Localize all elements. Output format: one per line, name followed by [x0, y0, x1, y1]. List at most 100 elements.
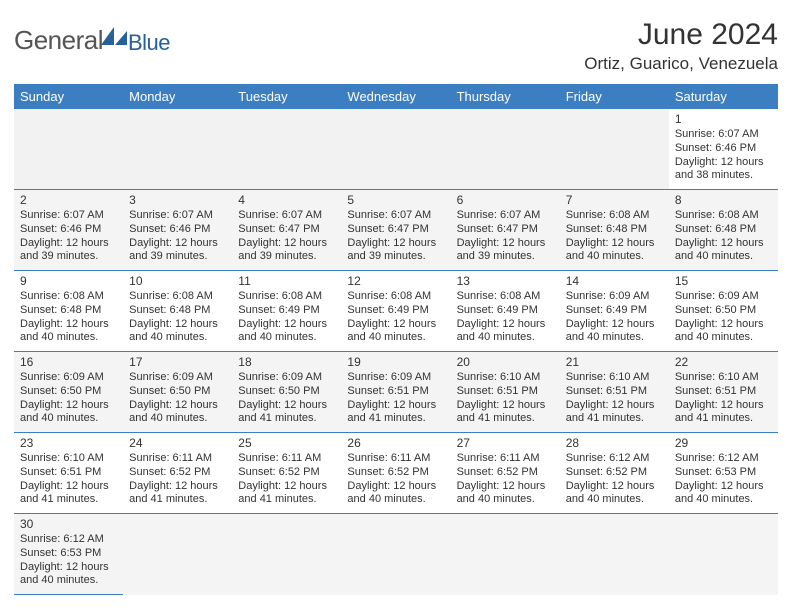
day-info-line: Daylight: 12 hours	[20, 399, 117, 413]
calendar-cell: 21Sunrise: 6:10 AMSunset: 6:51 PMDayligh…	[560, 352, 669, 433]
calendar-cell	[232, 514, 341, 595]
day-info-line: Sunrise: 6:10 AM	[566, 371, 663, 385]
calendar-cell	[341, 514, 450, 595]
location: Ortiz, Guarico, Venezuela	[584, 54, 778, 74]
calendar-cell	[560, 514, 669, 595]
calendar-cell: 26Sunrise: 6:11 AMSunset: 6:52 PMDayligh…	[341, 433, 450, 514]
day-info-line: and 39 minutes.	[457, 250, 554, 264]
day-info-line: and 41 minutes.	[566, 412, 663, 426]
day-info-line: Daylight: 12 hours	[347, 318, 444, 332]
day-number: 25	[238, 436, 335, 451]
day-info-line: and 39 minutes.	[20, 250, 117, 264]
calendar-cell: 10Sunrise: 6:08 AMSunset: 6:48 PMDayligh…	[123, 271, 232, 352]
day-number: 18	[238, 355, 335, 370]
day-info-line: Sunrise: 6:07 AM	[129, 209, 226, 223]
day-info-line: Sunrise: 6:08 AM	[20, 290, 117, 304]
day-info-line: Daylight: 12 hours	[457, 399, 554, 413]
calendar-week: 9Sunrise: 6:08 AMSunset: 6:48 PM Daylight…	[14, 271, 778, 352]
day-info-line: Daylight: 12 hours	[675, 399, 772, 413]
day-number: 9	[20, 274, 117, 289]
day-info-line: and 40 minutes.	[20, 574, 117, 588]
day-info-line: and 40 minutes.	[566, 250, 663, 264]
weekday-header: Thursday	[451, 84, 560, 109]
day-info-line: Sunset: 6:52 PM	[347, 466, 444, 480]
day-info-line: Daylight: 12 hours	[347, 237, 444, 251]
day-info-line: Daylight: 12 hours	[675, 480, 772, 494]
day-number: 6	[457, 193, 554, 208]
calendar-cell: 18Sunrise: 6:09 AMSunset: 6:50 PMDayligh…	[232, 352, 341, 433]
day-info-line: Daylight: 12 hours	[566, 480, 663, 494]
day-info-line: Sunset: 6:51 PM	[566, 385, 663, 399]
day-info-line: Sunrise: 6:08 AM	[675, 209, 772, 223]
day-info-line: Sunrise: 6:09 AM	[20, 371, 117, 385]
day-info-line: and 40 minutes.	[129, 331, 226, 345]
day-info-line: and 40 minutes.	[20, 331, 117, 345]
day-info-line: Daylight: 12 hours	[675, 156, 772, 170]
weekday-header: Friday	[560, 84, 669, 109]
day-number: 28	[566, 436, 663, 451]
day-info-line: Sunrise: 6:09 AM	[566, 290, 663, 304]
calendar-cell	[14, 109, 123, 190]
calendar-cell: 5Sunrise: 6:07 AMSunset: 6:47 PMDaylight…	[341, 190, 450, 271]
weekday-header: Tuesday	[232, 84, 341, 109]
day-info-line: and 41 minutes.	[129, 493, 226, 507]
day-number: 17	[129, 355, 226, 370]
day-number: 15	[675, 274, 772, 289]
day-info-line: Daylight: 12 hours	[566, 399, 663, 413]
calendar-cell: 20Sunrise: 6:10 AMSunset: 6:51 PMDayligh…	[451, 352, 560, 433]
day-info-line: and 40 minutes.	[238, 331, 335, 345]
calendar-cell: 13Sunrise: 6:08 AMSunset: 6:49 PMDayligh…	[451, 271, 560, 352]
day-number: 27	[457, 436, 554, 451]
day-info-line: Daylight: 12 hours	[347, 480, 444, 494]
day-info-line: and 40 minutes.	[675, 493, 772, 507]
day-info-line: Sunset: 6:48 PM	[20, 304, 117, 318]
calendar-cell	[341, 109, 450, 190]
day-info-line: Sunrise: 6:11 AM	[347, 452, 444, 466]
day-info-line: Sunset: 6:49 PM	[457, 304, 554, 318]
day-number: 26	[347, 436, 444, 451]
day-info-line: Sunset: 6:52 PM	[238, 466, 335, 480]
calendar-cell: 6Sunrise: 6:07 AMSunset: 6:47 PMDaylight…	[451, 190, 560, 271]
day-info-line: Sunrise: 6:10 AM	[675, 371, 772, 385]
day-number: 20	[457, 355, 554, 370]
calendar-cell	[123, 109, 232, 190]
calendar-table: Sunday Monday Tuesday Wednesday Thursday…	[14, 84, 778, 595]
day-info-line: Daylight: 12 hours	[129, 237, 226, 251]
day-info-line: Daylight: 12 hours	[238, 480, 335, 494]
logo-text-general: General	[14, 25, 103, 56]
weekday-header: Saturday	[669, 84, 778, 109]
day-info-line: Sunset: 6:46 PM	[675, 142, 772, 156]
day-info-line: Sunset: 6:52 PM	[457, 466, 554, 480]
day-info-line: and 41 minutes.	[457, 412, 554, 426]
calendar-cell: 2Sunrise: 6:07 AMSunset: 6:46 PMDaylight…	[14, 190, 123, 271]
day-info-line: and 40 minutes.	[566, 493, 663, 507]
calendar-cell: 22Sunrise: 6:10 AMSunset: 6:51 PMDayligh…	[669, 352, 778, 433]
day-info-line: Sunset: 6:49 PM	[347, 304, 444, 318]
calendar-cell: 15Sunrise: 6:09 AMSunset: 6:50 PMDayligh…	[669, 271, 778, 352]
day-info-line: Sunrise: 6:10 AM	[20, 452, 117, 466]
day-info-line: and 41 minutes.	[238, 412, 335, 426]
page: General Blue June 2024 Ortiz, Guarico, V…	[0, 0, 792, 612]
day-info-line: and 39 minutes.	[238, 250, 335, 264]
day-number: 29	[675, 436, 772, 451]
day-info-line: Daylight: 12 hours	[20, 561, 117, 575]
day-number: 7	[566, 193, 663, 208]
day-info-line: Sunset: 6:51 PM	[20, 466, 117, 480]
day-info-line: Sunset: 6:48 PM	[675, 223, 772, 237]
day-info-line: Sunrise: 6:12 AM	[675, 452, 772, 466]
day-info-line: Sunset: 6:47 PM	[347, 223, 444, 237]
weekday-header: Monday	[123, 84, 232, 109]
calendar-cell: 30Sunrise: 6:12 AMSunset: 6:53 PMDayligh…	[14, 514, 123, 595]
weekday-header: Wednesday	[341, 84, 450, 109]
day-info-line: Sunset: 6:49 PM	[238, 304, 335, 318]
title-block: June 2024 Ortiz, Guarico, Venezuela	[584, 18, 778, 74]
calendar-cell: 11Sunrise: 6:08 AMSunset: 6:49 PMDayligh…	[232, 271, 341, 352]
day-number: 12	[347, 274, 444, 289]
day-info-line: Sunrise: 6:09 AM	[129, 371, 226, 385]
day-info-line: Sunset: 6:51 PM	[675, 385, 772, 399]
calendar-week: 23Sunrise: 6:10 AMSunset: 6:51 PMDayligh…	[14, 433, 778, 514]
calendar-cell: 1Sunrise: 6:07 AMSunset: 6:46 PMDaylight…	[669, 109, 778, 190]
day-info-line: Daylight: 12 hours	[238, 318, 335, 332]
calendar-cell	[451, 514, 560, 595]
calendar-cell: 14Sunrise: 6:09 AMSunset: 6:49 PMDayligh…	[560, 271, 669, 352]
